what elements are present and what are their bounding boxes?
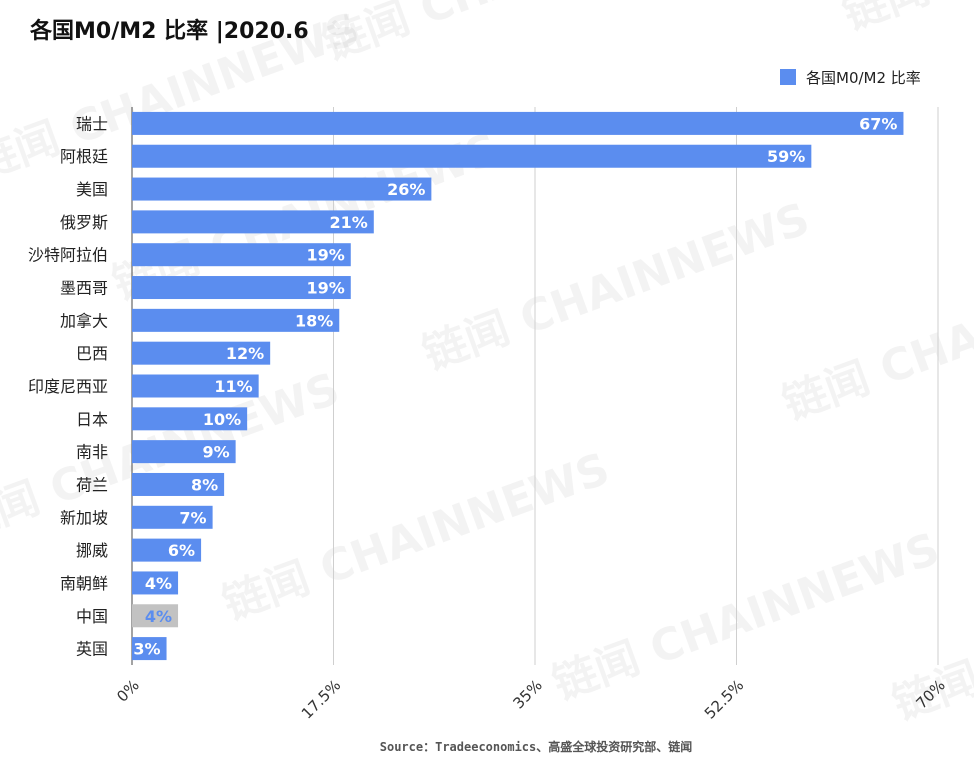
bar [132, 144, 812, 168]
value-label: 8% [191, 475, 218, 494]
value-label: 11% [214, 377, 252, 396]
category-label: 新加坡 [60, 508, 108, 527]
category-label: 印度尼西亚 [28, 377, 108, 396]
value-label: 67% [859, 114, 897, 133]
value-label: 4% [145, 574, 172, 593]
bar [132, 210, 374, 234]
category-label: 巴西 [76, 344, 108, 363]
x-axis-ticks: 0% 17.5% 35% 52.5% 70% [113, 676, 949, 722]
value-label: 7% [179, 508, 206, 527]
x-tick-label: 17.5% [298, 676, 344, 722]
category-label: 南非 [76, 443, 108, 462]
category-label: 日本 [76, 410, 108, 429]
x-tick-label: 52.5% [701, 676, 747, 722]
bar [132, 111, 904, 135]
bar [132, 571, 179, 595]
value-label: 19% [306, 246, 344, 265]
bar [132, 177, 432, 201]
value-label: 18% [295, 311, 333, 330]
watermark-text: 链闻 CHAINNEWS [316, 0, 716, 70]
category-labels: 瑞士阿根廷美国俄罗斯沙特阿拉伯墨西哥加拿大巴西印度尼西亚日本南非荷兰新加坡挪威南… [28, 114, 108, 658]
bar [132, 538, 202, 562]
category-label: 英国 [76, 640, 108, 659]
bar [132, 243, 351, 267]
x-tick-label: 0% [113, 676, 143, 706]
legend: 各国M0/M2 比率 [780, 69, 921, 87]
category-label: 沙特阿拉伯 [28, 246, 108, 265]
watermark-text: 链闻 CHAINNEWS [776, 243, 974, 430]
source-note: Source：Tradeeconomics、高盛全球投资研究部、链闻 [380, 739, 693, 754]
legend-label: 各国M0/M2 比率 [806, 69, 921, 87]
category-label: 荷兰 [76, 475, 108, 494]
watermark-text: 链闻 CHAINNEWS [836, 0, 974, 40]
category-label: 墨西哥 [60, 279, 108, 298]
bars [132, 111, 904, 661]
bar [132, 407, 248, 431]
bar [132, 374, 259, 398]
bar [132, 637, 167, 661]
chart-title: 各国M0/M2 比率 |2020.6 [29, 18, 309, 44]
category-label: 加拿大 [60, 311, 108, 330]
value-label: 4% [145, 607, 172, 626]
value-label: 9% [202, 443, 229, 462]
category-label: 俄罗斯 [60, 213, 108, 232]
category-label: 挪威 [76, 541, 108, 560]
bar [132, 308, 340, 332]
watermark-text: 链闻 CHAINNEWS [416, 193, 816, 380]
value-label: 26% [387, 180, 425, 199]
bar [132, 604, 179, 628]
value-label: 10% [203, 410, 241, 429]
value-label: 6% [168, 541, 195, 560]
value-label: 19% [306, 279, 344, 298]
category-label: 中国 [76, 607, 108, 626]
bar [132, 341, 271, 365]
category-label: 阿根廷 [60, 147, 108, 166]
category-label: 南朝鲜 [60, 574, 108, 593]
bar [132, 472, 225, 496]
bar [132, 276, 351, 300]
bar [132, 440, 236, 464]
category-label: 美国 [76, 180, 108, 199]
value-label: 3% [133, 640, 160, 659]
value-label: 21% [330, 213, 368, 232]
x-tick-label: 35% [510, 676, 546, 712]
value-label: 12% [226, 344, 264, 363]
legend-swatch [780, 69, 796, 85]
bar [132, 505, 213, 529]
watermark-text: 链闻 CHAINNEWS [216, 443, 616, 630]
category-label: 瑞士 [76, 114, 108, 133]
value-labels: 67% 59% 26% 21% 19% 19% 18% 12% 11% 10% 9% 8% 7% 6% 4%… [133, 114, 897, 658]
value-label: 59% [767, 147, 805, 166]
